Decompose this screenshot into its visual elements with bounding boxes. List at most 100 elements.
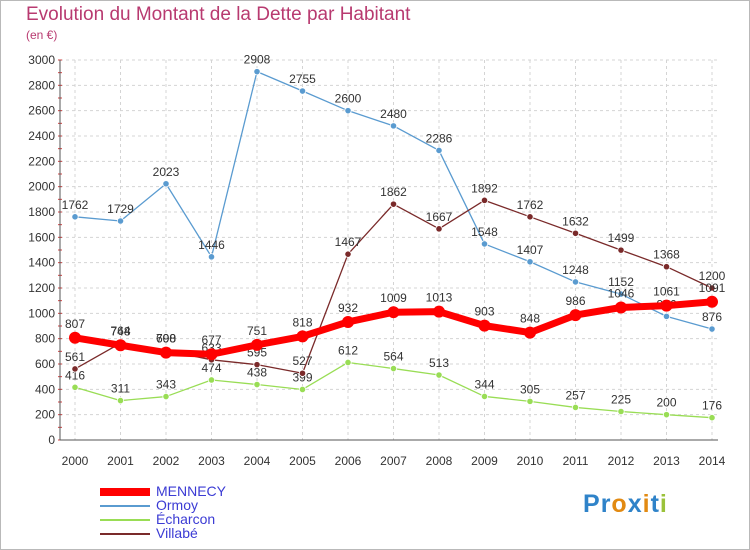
data-point <box>298 369 307 377</box>
y-tick-label: 1000 <box>28 306 55 320</box>
data-label: 612 <box>338 343 358 357</box>
x-tick-label: 2007 <box>380 454 407 468</box>
y-tick-label: 800 <box>35 332 55 346</box>
legend-label: Villabé <box>156 525 198 541</box>
data-label: 1061 <box>653 285 680 299</box>
data-label: 848 <box>520 312 540 326</box>
x-tick-label: 2005 <box>289 454 316 468</box>
x-tick-label: 2009 <box>471 454 498 468</box>
data-label: 344 <box>474 377 494 391</box>
data-label: 2286 <box>426 131 453 145</box>
data-point <box>480 240 489 248</box>
data-point <box>162 180 170 188</box>
data-point <box>251 338 263 351</box>
unit-label: (en €) <box>26 28 58 42</box>
data-point <box>480 392 489 401</box>
data-point <box>571 229 580 237</box>
data-point <box>617 407 625 416</box>
data-point <box>433 305 445 318</box>
x-tick-label: 2003 <box>198 454 225 468</box>
data-label: 305 <box>520 382 540 396</box>
x-tick-label: 2013 <box>653 454 680 468</box>
data-label: 764 <box>110 324 130 338</box>
y-tick-label: 400 <box>35 382 55 396</box>
data-point <box>708 325 716 333</box>
y-tick-label: 2400 <box>28 129 55 143</box>
data-label: 1762 <box>62 198 89 212</box>
data-point <box>571 278 580 286</box>
y-tick-label: 600 <box>35 357 55 371</box>
y-tick-label: 1400 <box>28 256 55 270</box>
data-label: 1499 <box>608 231 635 245</box>
data-label: 225 <box>611 393 631 407</box>
data-label: 399 <box>292 370 312 384</box>
data-label: 708 <box>156 331 176 345</box>
x-tick-label: 2008 <box>426 454 453 468</box>
y-tick-label: 2200 <box>28 154 55 168</box>
data-point <box>298 385 307 394</box>
data-point <box>708 284 716 292</box>
x-tick-label: 2011 <box>563 454 589 468</box>
x-tick-label: 2010 <box>517 454 544 468</box>
legend-label: MENNECY <box>156 483 227 499</box>
data-label: 2755 <box>289 72 316 86</box>
legend-label: Ormoy <box>156 497 198 513</box>
data-label: 2480 <box>380 107 407 121</box>
data-label: 513 <box>429 356 449 370</box>
data-label: 677 <box>201 333 221 347</box>
data-label: 1892 <box>471 181 498 195</box>
data-point <box>571 403 580 412</box>
data-point <box>617 246 625 254</box>
data-label: 903 <box>474 305 494 319</box>
data-label: 932 <box>338 301 358 315</box>
data-label: 1467 <box>335 235 362 249</box>
logo-letter: i <box>642 490 651 518</box>
data-point <box>298 87 307 95</box>
data-point <box>435 371 443 379</box>
data-point <box>207 253 216 261</box>
data-label: 1091 <box>699 281 726 295</box>
data-label: 1632 <box>562 214 589 228</box>
data-point <box>662 411 671 419</box>
legend-swatch <box>100 488 150 496</box>
y-tick-label: 200 <box>35 408 55 422</box>
data-label: 690 <box>156 332 176 346</box>
data-point <box>615 301 627 314</box>
data-label: 1200 <box>699 269 726 283</box>
data-point <box>253 361 261 369</box>
data-label: 2023 <box>153 165 180 179</box>
data-point <box>662 263 671 271</box>
data-point <box>344 250 352 258</box>
data-point <box>389 122 398 130</box>
data-label: 343 <box>156 378 176 392</box>
legend-label: Écharcon <box>156 511 216 527</box>
data-label: 176 <box>702 399 722 413</box>
data-label: 986 <box>565 294 585 308</box>
data-point <box>116 397 125 405</box>
legend-swatch <box>100 519 150 521</box>
chart-title: Evolution du Montant de la Dette par Hab… <box>26 4 411 25</box>
data-point <box>71 383 79 391</box>
data-point <box>207 376 216 384</box>
data-point <box>569 309 582 322</box>
data-point <box>253 68 261 76</box>
data-point <box>708 414 716 422</box>
legend-swatch <box>100 505 150 507</box>
data-label: 748 <box>110 324 130 338</box>
data-point <box>162 392 170 401</box>
data-label: 818 <box>292 315 312 329</box>
data-point <box>526 258 534 266</box>
data-point <box>160 346 172 359</box>
logo-letter: r <box>600 490 612 518</box>
data-label: 438 <box>247 366 267 380</box>
data-label: 474 <box>201 361 221 375</box>
legend-item: Ormoy <box>100 497 320 513</box>
proxiti-logo: Proxiti <box>583 490 668 519</box>
logo-letter: i <box>659 490 668 518</box>
data-point <box>662 312 671 320</box>
data-point <box>435 225 443 233</box>
legend-item: MENNECY <box>100 483 320 499</box>
data-label: 807 <box>65 317 85 331</box>
